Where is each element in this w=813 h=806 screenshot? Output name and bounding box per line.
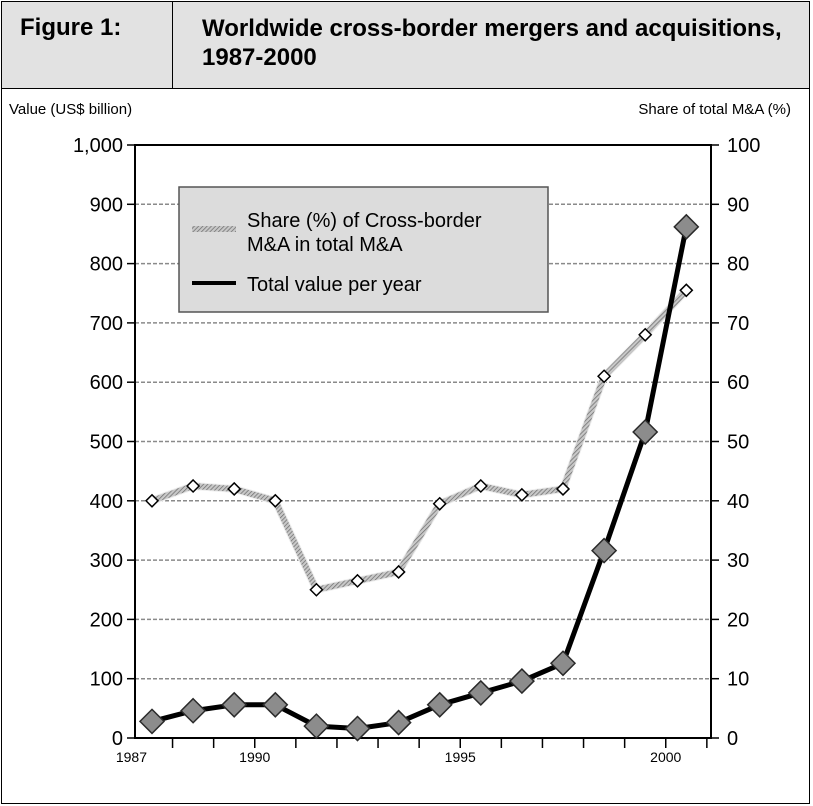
value-point [303,713,330,740]
left-axis-tick-label: 300 [90,550,123,572]
series-value-group [138,213,700,742]
right-axis-tick-label: 0 [727,728,738,750]
share-point [309,582,324,597]
legend-label-share-line1: Share (%) of Cross-border [247,210,482,232]
share-point [638,327,653,342]
share-point [186,478,201,494]
share-point [514,487,529,502]
legend-label-value: Total value per year [247,274,422,296]
right-axis-tick-label: 20 [727,609,749,631]
right-axis-tick-label: 10 [727,669,749,691]
left-axis-tick-label: 100 [90,669,123,691]
value-point [549,650,577,677]
left-axis-tick-label: 1,000 [73,135,123,157]
left-axis-tick-label: 900 [90,194,123,216]
right-axis-tick-label: 100 [727,135,760,157]
right-axis-tick-label: 40 [727,491,749,513]
share-point [268,493,283,508]
value-point [180,697,207,724]
share-point [227,481,242,497]
value-point [221,691,248,718]
value-point [508,668,535,695]
share-point [350,573,365,588]
value-point [262,691,289,718]
left-axis-tick-label: 600 [90,372,123,394]
value-point [385,709,412,736]
right-axis-title: Share of total M&A (%) [638,101,791,118]
left-axis-title: Value (US$ billion) [9,101,133,118]
right-axis-tick-label: 80 [727,254,749,276]
share-point [597,369,612,384]
right-axis-tick-label: 30 [727,550,749,572]
left-axis-tick-label: 800 [90,254,123,276]
value-point [632,418,659,446]
figure-label: Figure 1: [20,14,122,41]
x-axis-tick-label: 2000 [650,749,681,765]
right-axis-tick-label: 50 [727,432,749,454]
legend-label-share-line2: M&A in total M&A [247,234,403,256]
x-axis-tick-label: 1990 [239,749,270,765]
series-share-group [144,283,694,597]
figure-header: Figure 1: Worldwide cross-border mergers… [2,2,809,89]
left-axis-tick-label: 0 [112,728,123,750]
value-point [673,213,700,240]
left-axis-tick-label: 500 [90,432,123,454]
share-point [473,478,488,494]
value-point [138,708,166,735]
left-axis-tick-label: 200 [90,609,123,631]
share-point [679,283,694,298]
value-point [591,537,618,564]
right-axis-tick-label: 60 [727,372,749,394]
value-point [467,679,494,706]
right-axis-tick-label: 90 [727,194,749,216]
legend: Share (%) of Cross-border M&A in total M… [178,186,549,313]
x-axis-tick-label: 1987 [116,749,147,765]
value-point [344,715,371,742]
right-axis-tick-label: 70 [727,313,749,335]
share-point [432,496,447,511]
legend-box [178,186,549,313]
value-point [426,691,453,718]
figure-label-cell: Figure 1: [2,2,173,88]
share-point [144,493,160,508]
share-point [391,564,406,580]
figure-title: Worldwide cross-border mergers and acqui… [202,15,782,71]
share-series-line [150,288,689,593]
left-axis-tick-label: 700 [90,313,123,335]
x-axis-tick-label: 1995 [445,749,476,765]
left-axis-tick-label: 400 [90,491,123,513]
share-point [555,481,571,497]
axes: 0 0 100 10 200 20 300 30 400 40 500 50 600 60 700 70 800… [73,135,760,765]
